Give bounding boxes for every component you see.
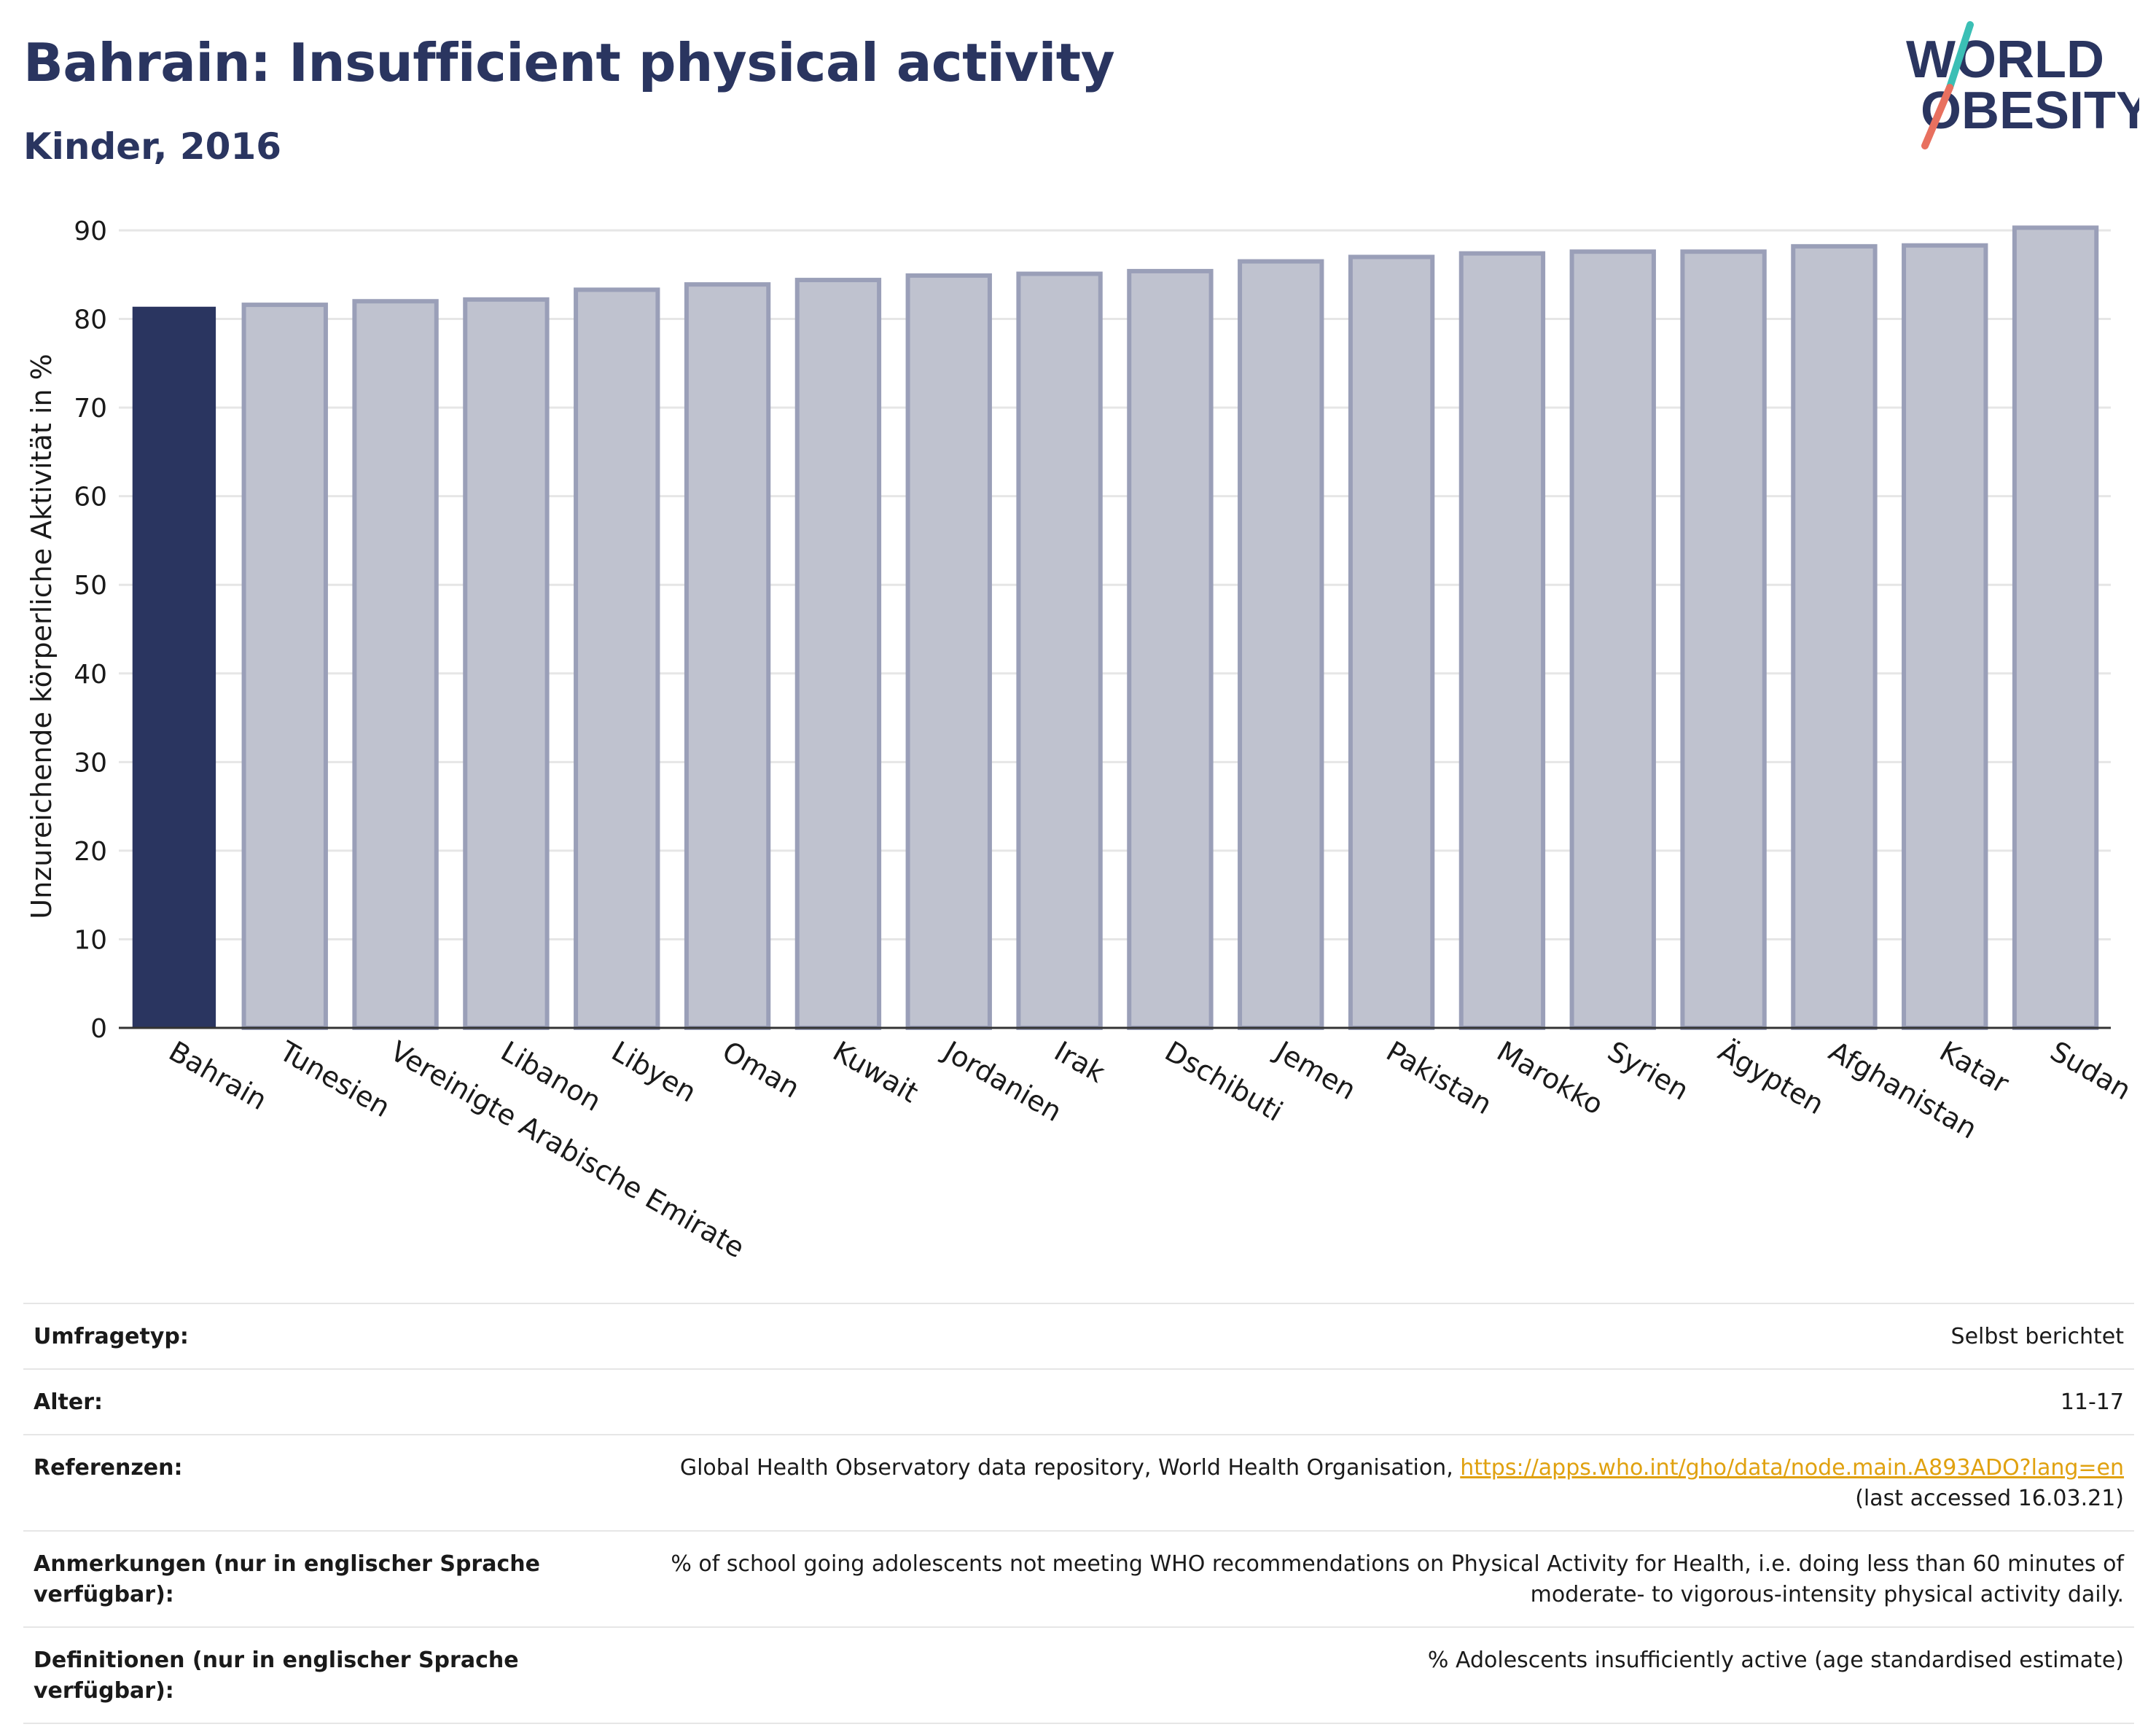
x-tick-label: Dschibuti: [1160, 1035, 1288, 1128]
bar-bahrain[interactable]: [132, 306, 216, 1029]
bars: [132, 225, 2099, 1031]
info-value: % Adolescents insufficiently active (age…: [554, 1627, 2134, 1723]
info-row: Referenzen: Global Health Observatory dat…: [23, 1435, 2134, 1531]
info-value-text: % of school going adolescents not meetin…: [671, 1551, 2124, 1607]
info-value: Selbst berichtet: [554, 1303, 2134, 1369]
bar-ägypten[interactable]: [1680, 249, 1767, 1030]
info-row: Definitionen (nur in englischer Sprache …: [23, 1627, 2134, 1723]
info-value-text: % Adolescents insufficiently active (age…: [1427, 1648, 2124, 1673]
x-tick-label: Libyen: [606, 1035, 702, 1109]
chart-title: Bahrain: Insufficient physical activity: [23, 32, 1115, 93]
info-table: Umfragetyp: Selbst berichtet Alter: 11-17 Re…: [23, 1303, 2134, 1724]
bar-irak[interactable]: [1016, 271, 1103, 1030]
x-tick-label: Pakistan: [1381, 1035, 1498, 1121]
bar-sudan[interactable]: [2012, 225, 2099, 1030]
info-row: Umfragetyp: Selbst berichtet: [23, 1303, 2134, 1369]
chart-subtitle: Kinder, 2016: [23, 125, 282, 168]
world-obesity-logo: WORLD OBESITY: [1906, 21, 2139, 149]
info-value-text: Selbst berichtet: [1950, 1324, 2124, 1349]
y-tick-label: 30: [74, 748, 107, 778]
info-value: Global Health Observatory data repositor…: [554, 1435, 2134, 1531]
y-tick-label: 10: [74, 925, 107, 955]
bar-dschibuti[interactable]: [1127, 268, 1214, 1031]
bar-vereinigte-arabische-emirate[interactable]: [352, 299, 439, 1030]
info-value-suffix: (last accessed 16.03.21): [1855, 1486, 2124, 1511]
bar-chart: 0 10 20 30 40 50 60 70 80 90 Bahrain TunesienVerei…: [26, 217, 2136, 1265]
logo-line-obesity: OBESITY: [1921, 82, 2139, 140]
bar-marokko[interactable]: [1458, 251, 1546, 1030]
y-tick-label: 80: [74, 305, 107, 335]
bar-oman[interactable]: [684, 282, 771, 1031]
info-value: 11-17: [554, 1369, 2134, 1435]
y-tick-label: 50: [74, 571, 107, 601]
bar-kuwait[interactable]: [794, 278, 882, 1030]
x-tick-label: Irak: [1049, 1035, 1110, 1089]
x-tick-label: Marokko: [1491, 1035, 1609, 1121]
x-tick-label: Bahrain: [163, 1035, 272, 1117]
info-value-text: Global Health Observatory data repositor…: [679, 1455, 1461, 1481]
x-tick-label: Tunesien: [273, 1034, 395, 1123]
info-value-text: 11-17: [2060, 1389, 2124, 1415]
bar-afghanistan[interactable]: [1791, 243, 1878, 1030]
y-axis-label: Unzureichende körperliche Aktivität in %: [26, 354, 58, 919]
info-value: % of school going adolescents not meetin…: [554, 1531, 2134, 1627]
x-tick-label: Ägypten: [1713, 1035, 1829, 1121]
x-tick-label: Syrien: [1602, 1035, 1694, 1107]
grid-lines: [119, 229, 2111, 940]
info-label: Alter:: [34, 1389, 103, 1415]
x-tick-label: Katar: [1934, 1035, 2015, 1100]
reference-link[interactable]: https://apps.who.int/gho/data/node.main.…: [1460, 1455, 2124, 1481]
bar-jordanien[interactable]: [905, 273, 992, 1031]
y-tick-label: 60: [74, 483, 107, 512]
bar-libyen[interactable]: [574, 287, 660, 1031]
info-label: Definitionen (nur in englischer Sprache …: [34, 1648, 519, 1704]
x-tick-label: Jordanien: [937, 1034, 1068, 1128]
logo-line-world: WORLD: [1906, 31, 2104, 89]
bar-syrien[interactable]: [1569, 249, 1656, 1030]
x-tick-label: Sudan: [2045, 1035, 2137, 1107]
logo-slash-top: [1946, 21, 1974, 91]
bar-libanon[interactable]: [463, 297, 550, 1030]
bar-katar[interactable]: [1902, 243, 1988, 1031]
x-tick-label: Kuwait: [827, 1035, 923, 1110]
y-tick-label: 90: [74, 217, 107, 246]
bar-jemen[interactable]: [1238, 259, 1324, 1031]
info-label: Anmerkungen (nur in englischer Sprache v…: [34, 1551, 540, 1607]
x-tick-label: Oman: [717, 1035, 805, 1104]
bar-tunesien[interactable]: [241, 303, 328, 1030]
y-tick-label: 40: [74, 660, 107, 690]
y-tick-label: 20: [74, 837, 107, 867]
x-tick-label: Jemen: [1269, 1034, 1362, 1107]
y-tick-labels: 0 10 20 30 40 50 60 70 80 90: [74, 217, 107, 1044]
info-row: Alter: 11-17: [23, 1369, 2134, 1435]
y-tick-label: 0: [90, 1014, 107, 1044]
info-row: Anmerkungen (nur in englischer Sprache v…: [23, 1531, 2134, 1627]
logo-slash-bottom: [1921, 84, 1953, 149]
bar-pakistan[interactable]: [1348, 254, 1435, 1030]
y-tick-label: 70: [74, 394, 107, 424]
info-label: Referenzen:: [34, 1455, 183, 1481]
info-label: Umfragetyp:: [34, 1324, 189, 1349]
